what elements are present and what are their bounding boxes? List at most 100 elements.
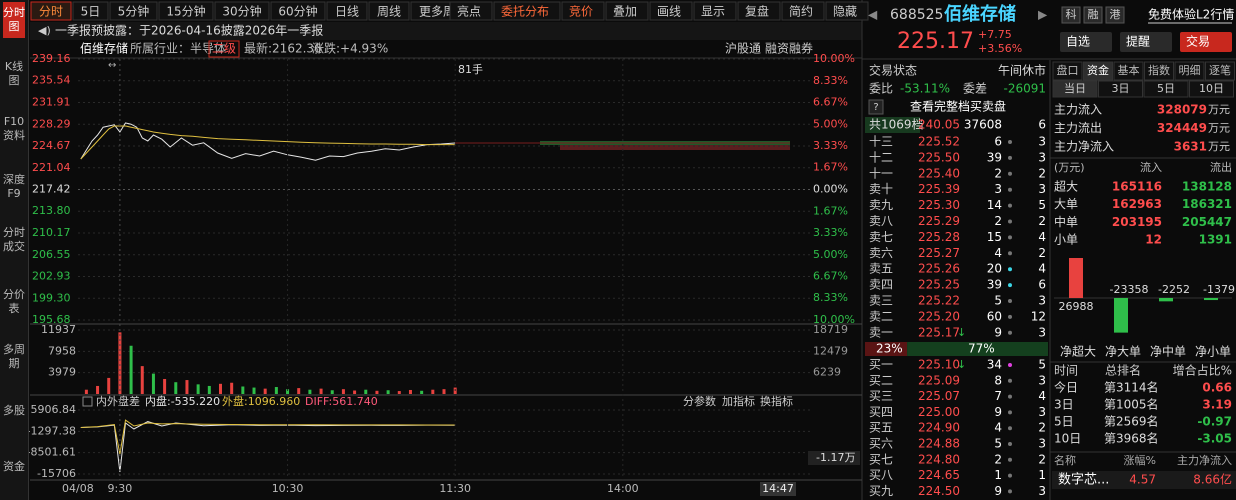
tool-button[interactable]: 复盘 [745, 4, 769, 19]
sidebar-item[interactable]: 资金 [3, 460, 25, 473]
sidebar-item[interactable]: K线图 [4, 60, 24, 87]
category-label: 净超大 [1060, 344, 1096, 359]
table-header: 涨幅% [1124, 454, 1156, 467]
fund-period[interactable]: 5日 [1157, 82, 1175, 95]
net-flow-bar [1069, 258, 1083, 298]
book-orders: 2 [1038, 166, 1046, 180]
period-tab[interactable]: 日线 [335, 5, 359, 19]
period-tab[interactable]: 60分钟 [278, 4, 317, 19]
book-dot [1008, 251, 1012, 256]
tool-button[interactable]: 画线 [657, 5, 681, 19]
y2-tick-label: 1.67% [813, 204, 848, 217]
sidebar-item[interactable]: F10资料 [3, 115, 25, 142]
book-price: 225.00 [918, 405, 960, 419]
book-dot [1008, 457, 1012, 462]
book-orders: 3 [1038, 484, 1046, 498]
book-level: 卖二 [869, 309, 893, 323]
book-volume: 20 [987, 262, 1002, 276]
period-tab[interactable]: 30分钟 [222, 4, 261, 19]
diff-label: 委差 [963, 82, 987, 96]
y2-tick-label: 3.33% [813, 226, 848, 239]
volume-bar [397, 391, 401, 394]
toolbar-button [72, 1, 109, 21]
indicator-button[interactable]: 加指标 [722, 394, 755, 408]
period-tab[interactable]: 周线 [377, 5, 401, 19]
nav-arrow[interactable]: ◀ [868, 8, 878, 22]
nav-arrow[interactable]: ▶ [1038, 8, 1048, 22]
book-price: 225.27 [918, 246, 960, 260]
fund-tab[interactable]: 明细 [1179, 64, 1201, 77]
fund-tab[interactable]: 基本 [1118, 63, 1140, 77]
period-tab[interactable]: 15分钟 [166, 4, 205, 19]
sidebar-item[interactable]: 多周期 [3, 343, 25, 370]
flow-label: 中单 [1054, 214, 1078, 229]
link[interactable]: 融资融券 [765, 41, 813, 56]
tab [1144, 61, 1174, 81]
book-dot [1008, 283, 1012, 288]
l2-link[interactable]: 免费体验L2行情 [1148, 7, 1234, 22]
toolbar-button [109, 1, 158, 21]
chart-stock-name: 佰维存储 [80, 41, 128, 56]
link[interactable]: 沪股通 [725, 42, 761, 56]
header-button-label[interactable]: 提醒 [1126, 34, 1150, 49]
book-dot [1008, 442, 1012, 446]
period-tab[interactable]: 分时 [39, 5, 63, 19]
ratio: -53.11% [900, 82, 950, 96]
book-volume: 4 [994, 421, 1002, 435]
indicator-button[interactable]: 分参数 [683, 394, 716, 408]
book-level: 卖七 [869, 230, 893, 244]
fund-period[interactable]: 3日 [1112, 82, 1130, 95]
pct-label: 77% [968, 342, 995, 356]
fund-tab[interactable]: 盘口 [1057, 63, 1079, 77]
sidebar: 分时图 K线图 F10资料深度F9 分时成交分价表多周期多股资金 [0, 0, 29, 500]
sidebar-item[interactable]: 分价表 [3, 288, 25, 315]
fund-tab[interactable]: 资金 [1087, 63, 1109, 77]
tool-button[interactable]: 委托分布 [501, 5, 549, 19]
fund-tab[interactable]: 逐笔 [1209, 63, 1231, 77]
book-price: 224.88 [918, 437, 960, 451]
y2-tick-label: 6.67% [813, 270, 848, 283]
book-level: 买二 [869, 373, 893, 387]
tool-button[interactable]: 显示 [701, 5, 725, 19]
tool-button[interactable]: 叠加 [613, 5, 637, 19]
toolbar-button [737, 1, 781, 21]
volume-bar [297, 388, 301, 394]
volume-bar [319, 388, 323, 394]
tab [1052, 61, 1083, 81]
indicator-button[interactable]: 换指标 [760, 394, 793, 408]
period-tab[interactable]: 5日 [81, 5, 101, 19]
notice-bar [30, 22, 862, 40]
toolbar-button [270, 1, 326, 21]
flow-label: 大单 [1054, 197, 1078, 211]
rank: 第1005名 [1104, 397, 1159, 412]
tool-button[interactable]: 竞价 [569, 5, 593, 19]
sidebar-item[interactable]: 分时图 [3, 2, 25, 38]
y2-tick-label: 10.00% [813, 52, 855, 65]
fund-period[interactable]: 10日 [1199, 82, 1224, 95]
period-tab [1189, 80, 1234, 98]
rank-period: 10日 [1054, 432, 1081, 446]
level: 二级 [212, 42, 236, 56]
flow-in: 203195 [1112, 215, 1162, 229]
tool-button[interactable]: 亮点 [457, 4, 481, 19]
sidebar-item[interactable]: 深度F9 [3, 173, 25, 200]
change: +7.75 [978, 28, 1012, 41]
tool-button[interactable]: 隐藏 [833, 5, 857, 19]
header-button-label[interactable]: 交易 [1186, 34, 1210, 49]
tool-button[interactable]: 简约 [789, 4, 813, 19]
volume-bar [140, 366, 144, 394]
sidebar-item[interactable]: 分时成交 [3, 226, 25, 253]
volume-bar [84, 389, 88, 394]
sidebar-item[interactable]: 多股 [3, 404, 25, 417]
header-button-label[interactable]: 自选 [1066, 35, 1090, 49]
fund-tab[interactable]: 指数 [1148, 63, 1170, 77]
fund-period[interactable]: 当日 [1064, 81, 1086, 95]
table-header: 增合占比% [1173, 363, 1232, 378]
sector-name[interactable]: 数字芯... [1058, 473, 1109, 488]
period-tab[interactable]: 5分钟 [118, 4, 150, 19]
volume-bar [96, 385, 100, 394]
full-book-link[interactable]: 查看完整档买卖盘 [910, 99, 1006, 114]
tab [1113, 61, 1144, 81]
table-header: (万元) [1054, 161, 1085, 174]
value-label: -23358 [1110, 283, 1149, 296]
